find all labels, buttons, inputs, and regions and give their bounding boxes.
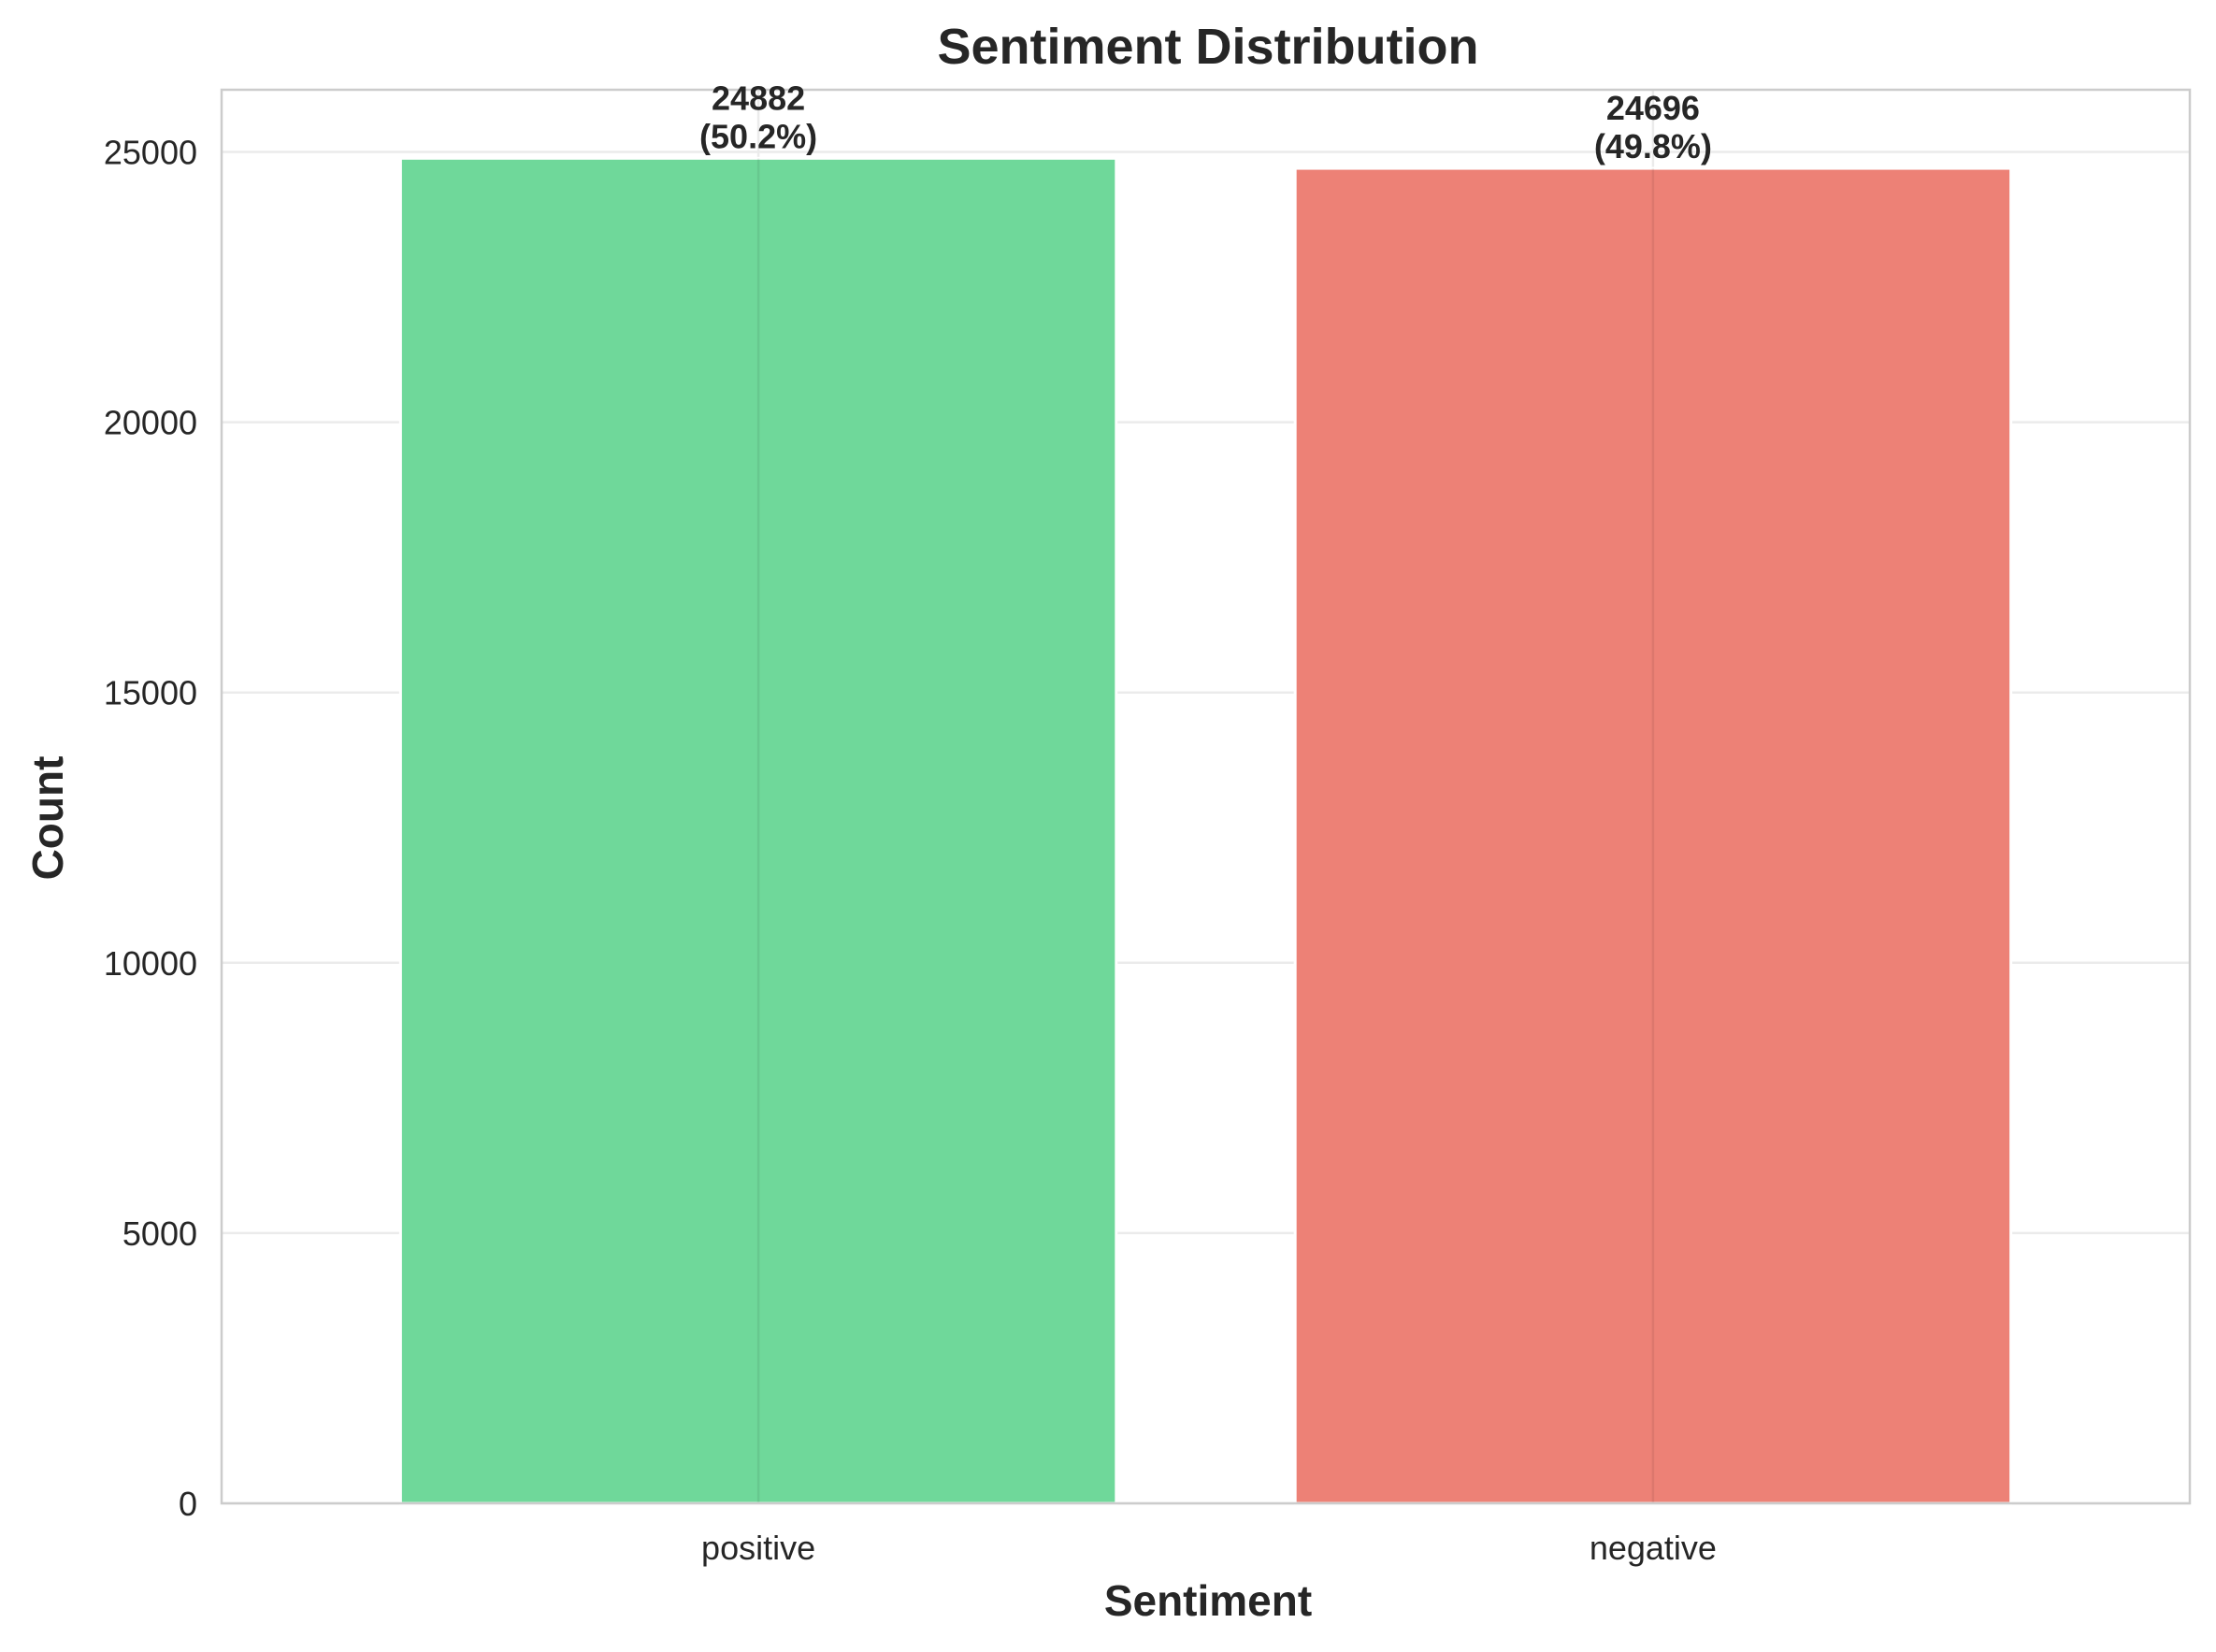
bar-negative [1293,166,2013,1505]
data-label-value: 24696 [1606,89,1700,127]
x-tick-label: negative [1590,1529,1717,1567]
data-labels: 24882(50.2%) 24696(49.8%) [699,79,1712,165]
data-label-percent: (49.8%) [1594,127,1712,165]
y-tick-label: 0 [179,1485,197,1523]
y-tick-label: 25000 [104,133,197,171]
x-tick-label: positive [701,1529,815,1567]
y-tick-label: 15000 [104,674,197,712]
x-axis-label: Sentiment [1104,1576,1312,1625]
y-axis-label: Count [23,756,72,881]
y-tick-label: 20000 [104,404,197,442]
y-tick-label: 10000 [104,944,197,983]
plot-frame [220,88,2192,1505]
y-tick-label: 5000 [122,1214,197,1253]
bars [398,156,2013,1505]
data-label-percent: (50.2%) [699,117,817,155]
bar-positive [398,156,1118,1505]
chart-title: Sentiment Distribution [938,19,1479,75]
data-label-value: 24882 [712,79,805,117]
tick-labels: 0 5000 10000 15000 20000 25000 positive negativ… [104,133,1717,1567]
